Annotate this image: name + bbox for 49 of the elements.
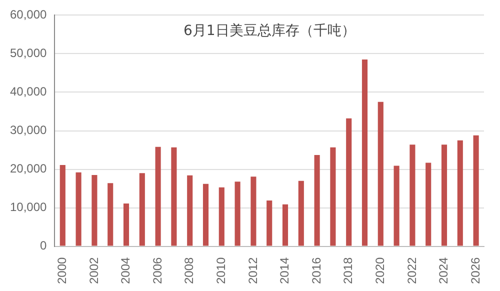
text: 6月1日美豆总库存（千吨） (183, 22, 356, 39)
x-tick-label: 2022 (404, 256, 419, 284)
bar (330, 147, 336, 246)
bar (108, 183, 114, 246)
y-tick-label: 50,000 (10, 46, 48, 60)
y-tick-label: 10,000 (10, 200, 48, 214)
bar (266, 200, 272, 246)
bar (394, 166, 400, 246)
x-tick-label: 2002 (86, 256, 101, 284)
bar (378, 102, 384, 246)
x-tick-label: 2004 (118, 256, 133, 284)
bar (76, 172, 82, 246)
bar (234, 182, 240, 246)
y-tick-label: 0 (40, 238, 48, 253)
bar (171, 147, 177, 246)
x-tick-label: 2026 (468, 256, 482, 284)
x-tick-label: 2014 (278, 256, 292, 284)
bar (60, 165, 66, 246)
x-tick-label: 2000 (54, 256, 69, 284)
bar (298, 180, 304, 246)
bar (346, 118, 352, 246)
bar (92, 175, 98, 246)
x-tick-label: 2006 (150, 256, 164, 284)
x-tick-label: 2020 (372, 256, 387, 284)
x-tick-label: 2018 (341, 256, 356, 284)
bar (426, 162, 432, 246)
x-tick-label: 2010 (214, 256, 228, 284)
y-tick-label: 40,000 (10, 84, 48, 99)
bar (457, 140, 463, 246)
bar (155, 146, 161, 246)
y-tick-label: 30,000 (10, 123, 48, 138)
bar (202, 184, 209, 246)
bar (441, 144, 448, 246)
x-tick-label: 2008 (182, 256, 196, 284)
x-tick-label: 2012 (246, 256, 260, 284)
bar (282, 204, 288, 246)
bar (123, 204, 130, 246)
bar (410, 144, 416, 246)
bar (473, 135, 479, 246)
y-tick-label: 20,000 (10, 162, 48, 176)
bar (250, 176, 256, 246)
bar (187, 175, 193, 246)
bar (314, 155, 320, 246)
y-tick-label: 60,000 (10, 8, 48, 22)
bar (139, 173, 145, 246)
bar (218, 187, 224, 246)
bar (362, 59, 368, 246)
x-tick-label: 2016 (309, 256, 324, 284)
x-tick-label: 2024 (436, 256, 451, 284)
